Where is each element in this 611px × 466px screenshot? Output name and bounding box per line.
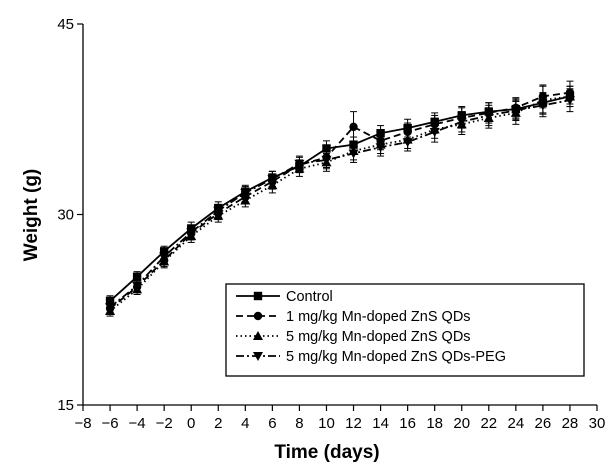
x-tick-label: 28 (562, 415, 579, 432)
x-tick-label: 10 (318, 415, 335, 432)
data-point-triangle-down (294, 159, 305, 169)
data-point-triangle-down (402, 138, 413, 148)
data-point-circle (403, 127, 412, 137)
y-axis-title: Weight (g) (21, 169, 42, 262)
data-point-triangle-down (240, 188, 251, 198)
x-axis-title: Time (days) (274, 442, 379, 463)
x-tick-label: −6 (101, 415, 118, 432)
data-point-triangle-down (483, 111, 494, 121)
x-tick-label: 30 (589, 415, 606, 432)
data-point-triangle-down (105, 303, 116, 313)
data-point-triangle-down (321, 155, 332, 165)
x-tick-label: 12 (345, 415, 362, 432)
data-point-triangle-down (186, 228, 197, 238)
data-point-triangle-up (267, 180, 278, 190)
x-tick-label: 16 (399, 415, 416, 432)
y-tick-label: 30 (57, 207, 74, 224)
series-line-triangle-down (109, 99, 571, 308)
legend-marker-square (253, 291, 263, 301)
data-point-triangle-down (213, 206, 224, 216)
x-tick-label: 0 (187, 415, 195, 432)
x-tick-label: 18 (426, 415, 443, 432)
data-point-triangle-down (159, 252, 170, 262)
y-tick-label: 45 (57, 16, 74, 33)
x-tick-label: −2 (156, 415, 173, 432)
data-markers (105, 88, 575, 316)
data-point-square (349, 140, 358, 149)
data-point-circle (349, 122, 358, 132)
data-point-triangle-up (240, 195, 251, 205)
x-tick-label: 4 (241, 415, 249, 432)
data-point-triangle-down (510, 106, 521, 116)
data-point-square (159, 247, 169, 256)
legend-label-triangle-up: 5 mg/kg Mn-doped ZnS QDs (286, 329, 471, 345)
data-point-square (376, 129, 385, 138)
data-point-triangle-down (456, 117, 467, 127)
legend-marker-triangle-down (253, 352, 263, 361)
data-point-square (322, 144, 331, 153)
data-point-triangle-down (564, 96, 575, 106)
x-tick-label: 14 (372, 415, 389, 432)
x-tick-label: −4 (129, 415, 146, 432)
x-tick-label: 22 (480, 415, 497, 432)
x-tick-label: 26 (535, 415, 552, 432)
x-tick-label: 20 (453, 415, 470, 432)
data-point-triangle-down (537, 101, 548, 111)
legend-marker-triangle-up (253, 331, 263, 340)
data-point-triangle-down (348, 149, 359, 159)
x-tick-label: −8 (74, 415, 91, 432)
data-point-circle (430, 120, 439, 129)
legend: Control 1 mg/kg Mn-doped ZnS QDs 5 mg/kg M… (225, 283, 585, 377)
legend-marker-circle (253, 311, 263, 321)
data-point-triangle-down (429, 127, 440, 137)
y-tick-label: 15 (57, 397, 74, 414)
legend-label-triangle-down: 5 mg/kg Mn-doped ZnS QDs-PEG (286, 349, 506, 365)
data-point-triangle-down (375, 143, 386, 153)
x-tick-label: 6 (268, 415, 276, 432)
legend-label-circle: 1 mg/kg Mn-doped ZnS QDs (286, 309, 471, 325)
legend-box (225, 283, 585, 377)
data-point-square (132, 272, 142, 281)
x-tick-label: 8 (295, 415, 303, 432)
legend-label-square: Control (286, 289, 333, 305)
data-point-square (105, 296, 115, 306)
series-line-triangle-up (109, 95, 571, 312)
x-tick-label: 2 (214, 415, 222, 432)
data-point-triangle-down (267, 174, 278, 184)
x-tick-label: 24 (507, 415, 524, 432)
axis-ticks: −8 −6 −4 −2 0 2 4 6 8 10 12 14 16 18 20 22 24 26 28 3015304… (57, 16, 605, 432)
data-point-triangle-down (132, 281, 143, 291)
